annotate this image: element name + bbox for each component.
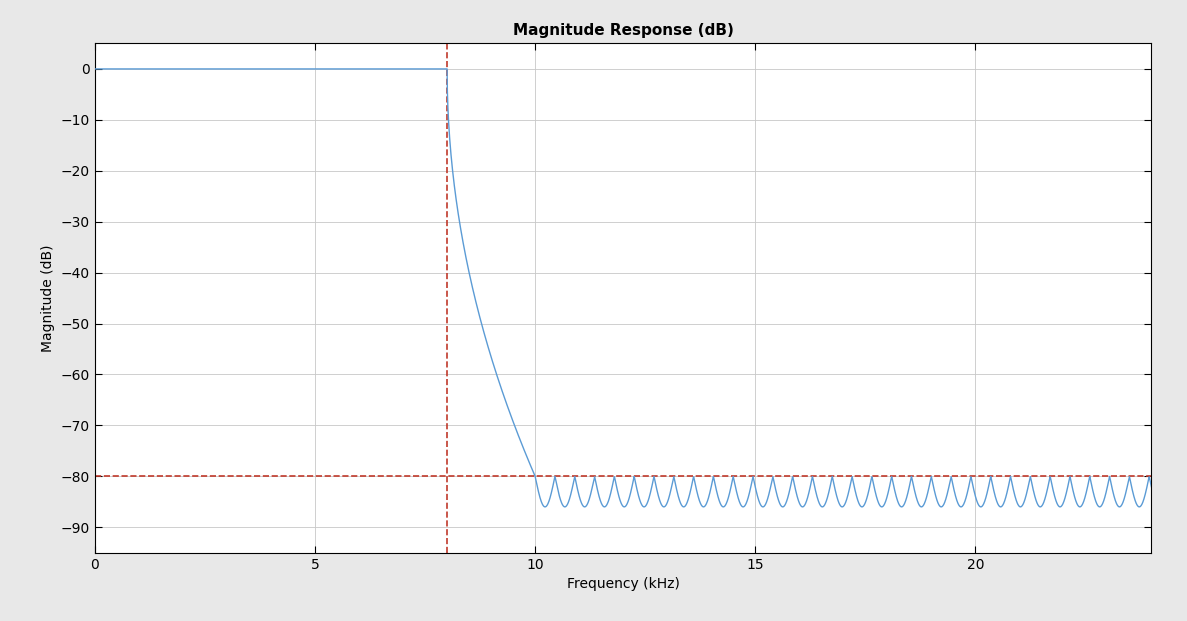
Y-axis label: Magnitude (dB): Magnitude (dB) [42, 244, 56, 352]
Title: Magnitude Response (dB): Magnitude Response (dB) [513, 23, 734, 38]
X-axis label: Frequency (kHz): Frequency (kHz) [566, 577, 680, 591]
